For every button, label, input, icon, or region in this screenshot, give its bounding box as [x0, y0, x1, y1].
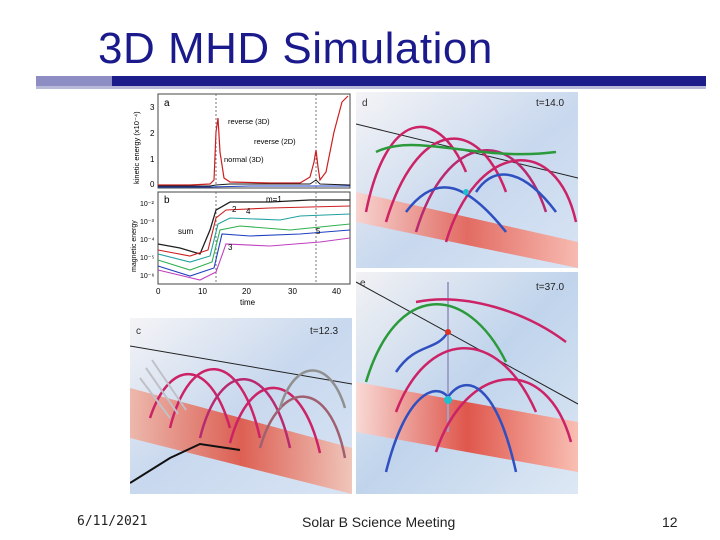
- panel-b-ylabel: magnetic energy: [131, 220, 138, 272]
- panel-a-ytick: 0: [150, 180, 155, 189]
- panel-c-time: t=12.3: [310, 326, 339, 337]
- panel-b-annotation: 2: [232, 205, 237, 214]
- panel-b-annotation: sum: [178, 227, 193, 236]
- panel-a-annotation: reverse (2D): [254, 137, 296, 146]
- footer-center-text: Solar B Science Meeting: [302, 514, 456, 530]
- panel-a-label: a: [164, 98, 170, 109]
- panel-b-magnetic-energy-plot: b 10⁻² 10⁻³ 10⁻⁴ 10⁻⁵ 10⁻⁶ magnetic ener…: [130, 190, 352, 308]
- panel-b-annotation: 5: [316, 227, 321, 236]
- panel-b-annotation: m=1: [266, 195, 282, 204]
- panel-a-ytick: 3: [150, 103, 155, 112]
- panel-b-xtick: 0: [156, 287, 161, 296]
- panel-b-xtick: 10: [198, 287, 207, 296]
- panel-b-ytick: 10⁻⁴: [140, 237, 155, 244]
- panel-d-label: d: [362, 98, 368, 109]
- footer-page-number: 12: [662, 514, 678, 530]
- panel-b-ytick: 10⁻²: [140, 201, 154, 208]
- simulation-figure: a 3 2 1 0 kinetic energy (x10⁻⁴) reverse…: [130, 92, 580, 497]
- panel-b-ytick: 10⁻⁶: [140, 273, 154, 280]
- panel-a-annotation: normal (3D): [224, 155, 264, 164]
- title-underline-accent: [36, 76, 112, 86]
- footer-date: 6/11/2021: [77, 514, 148, 529]
- panel-a-annotation: reverse (3D): [228, 117, 270, 126]
- panel-b-xlabel: time: [240, 298, 256, 307]
- panel-b-ytick: 10⁻³: [140, 219, 154, 226]
- panel-b-xtick: 20: [242, 287, 251, 296]
- panel-b-ytick: 10⁻⁵: [140, 255, 154, 262]
- panel-d-time: t=14.0: [536, 98, 565, 109]
- panel-c-field-line-render: c t=12.3: [130, 318, 352, 494]
- title-underline-shadow: [36, 86, 706, 89]
- panel-e-label: e: [360, 278, 366, 289]
- panel-c-label: c: [136, 326, 141, 337]
- panel-e-time: t=37.0: [536, 282, 565, 293]
- panel-b-label: b: [164, 195, 170, 206]
- panel-e-field-line-render: e t=37.0: [356, 272, 578, 494]
- slide-title: 3D MHD Simulation: [98, 24, 493, 73]
- panel-b-annotation: 4: [246, 207, 251, 216]
- panel-d-field-line-render: d t=14.0: [356, 92, 578, 268]
- panel-a-ylabel: kinetic energy (x10⁻⁴): [132, 111, 141, 184]
- title-underline: [36, 76, 706, 86]
- panel-a-kinetic-energy-plot: a 3 2 1 0 kinetic energy (x10⁻⁴) reverse…: [130, 92, 352, 190]
- panel-b-xtick: 30: [288, 287, 297, 296]
- panel-b-annotation: 3: [228, 243, 233, 252]
- panel-a-ytick: 1: [150, 155, 155, 164]
- panel-b-xtick: 40: [332, 287, 341, 296]
- panel-a-ytick: 2: [150, 129, 155, 138]
